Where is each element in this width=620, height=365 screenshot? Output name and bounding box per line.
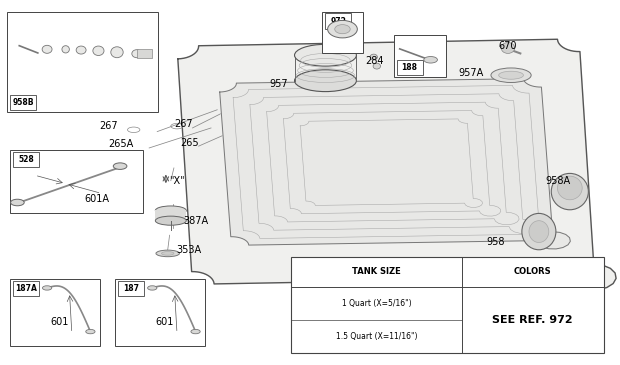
Ellipse shape — [111, 47, 123, 58]
Ellipse shape — [132, 50, 142, 58]
Text: 187A: 187A — [15, 284, 37, 293]
Bar — [10, 150, 143, 214]
Text: 1.5 Quart (X=11/16"): 1.5 Quart (X=11/16") — [336, 332, 417, 341]
Ellipse shape — [162, 251, 174, 255]
Ellipse shape — [156, 206, 186, 215]
Ellipse shape — [42, 286, 51, 290]
Polygon shape — [178, 39, 616, 289]
Bar — [7, 12, 159, 112]
Ellipse shape — [498, 71, 523, 79]
Ellipse shape — [491, 68, 531, 82]
Bar — [137, 49, 153, 58]
Bar — [322, 12, 363, 53]
Ellipse shape — [86, 329, 95, 334]
Text: eReplacementParts.com: eReplacementParts.com — [226, 176, 370, 189]
Text: 265A: 265A — [108, 139, 134, 149]
Bar — [13, 281, 39, 296]
Ellipse shape — [294, 44, 356, 66]
Ellipse shape — [42, 45, 52, 53]
Text: TANK SIZE: TANK SIZE — [352, 268, 401, 276]
Bar — [13, 151, 39, 167]
Ellipse shape — [373, 63, 381, 69]
Text: 958A: 958A — [545, 176, 570, 186]
Text: 601: 601 — [156, 318, 174, 327]
Text: COLORS: COLORS — [514, 268, 552, 276]
Ellipse shape — [522, 214, 556, 250]
Text: 601: 601 — [50, 318, 69, 327]
Ellipse shape — [11, 199, 24, 206]
Text: 267: 267 — [174, 119, 192, 129]
Polygon shape — [219, 79, 570, 249]
Bar — [115, 279, 205, 346]
Text: 188: 188 — [402, 63, 418, 72]
Bar — [118, 281, 144, 296]
Text: 670: 670 — [498, 41, 517, 51]
Ellipse shape — [148, 286, 157, 290]
Ellipse shape — [557, 176, 582, 200]
Text: 957: 957 — [270, 79, 288, 89]
Ellipse shape — [529, 221, 549, 242]
Ellipse shape — [93, 46, 104, 55]
Text: SEE REF. 972: SEE REF. 972 — [492, 315, 573, 325]
Bar — [394, 35, 446, 77]
Text: 284: 284 — [366, 56, 384, 66]
Ellipse shape — [551, 173, 588, 210]
Bar — [326, 14, 352, 29]
Text: 265: 265 — [180, 138, 198, 147]
Text: 353A: 353A — [177, 245, 202, 255]
Ellipse shape — [156, 216, 186, 225]
Ellipse shape — [191, 329, 200, 334]
Text: 958B: 958B — [12, 98, 33, 107]
Ellipse shape — [501, 42, 515, 53]
Bar — [10, 95, 36, 110]
Ellipse shape — [62, 46, 69, 53]
Text: 528: 528 — [18, 155, 34, 164]
Ellipse shape — [370, 54, 378, 60]
Text: 958: 958 — [486, 238, 505, 247]
Text: 601A: 601A — [84, 194, 109, 204]
Text: 267: 267 — [100, 121, 118, 131]
Bar — [156, 211, 186, 221]
Bar — [397, 60, 423, 75]
Ellipse shape — [76, 46, 86, 54]
Bar — [10, 279, 100, 346]
Text: 1 Quart (X=5/16"): 1 Quart (X=5/16") — [342, 299, 411, 308]
Bar — [291, 257, 604, 353]
Ellipse shape — [335, 24, 350, 34]
Ellipse shape — [156, 250, 179, 257]
Text: 187: 187 — [123, 284, 140, 293]
Ellipse shape — [327, 20, 357, 38]
Text: 387A: 387A — [183, 216, 208, 226]
Text: 972: 972 — [330, 16, 347, 26]
Text: "X": "X" — [169, 176, 185, 186]
Text: 957A: 957A — [458, 68, 484, 78]
Ellipse shape — [424, 57, 438, 63]
Ellipse shape — [294, 70, 356, 92]
Ellipse shape — [113, 163, 127, 169]
